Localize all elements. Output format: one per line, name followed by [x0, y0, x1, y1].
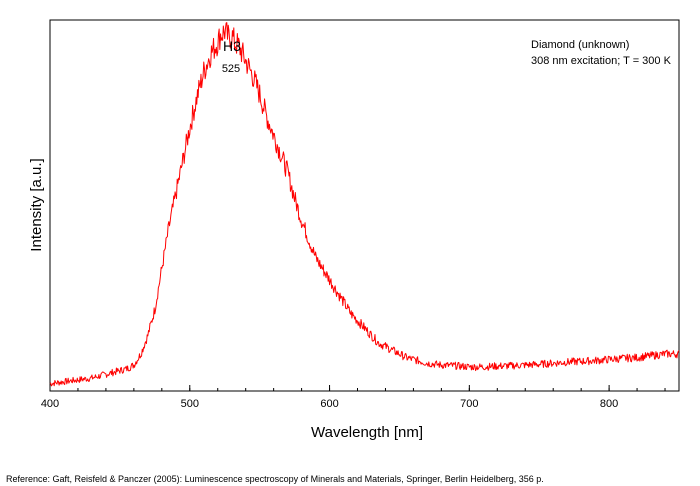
x-tick-label: 700: [460, 398, 478, 410]
x-axis-title: Wavelength [nm]: [311, 424, 423, 441]
series-layer: [49, 22, 680, 387]
spectrum-line: [49, 22, 680, 387]
plot-frame: [49, 19, 680, 392]
peak-label: H3: [223, 38, 241, 54]
x-tick-label: 800: [600, 398, 618, 410]
x-tick-label: 600: [320, 398, 338, 410]
x-tick-label: 500: [181, 398, 199, 410]
x-tick-label: 400: [41, 398, 59, 410]
y-axis-title: Intensity [a.u.]: [28, 158, 45, 251]
reference-note: Reference: Gaft, Reisfeld & Panczer (200…: [6, 474, 544, 484]
x-axis-ticks: 400 500 600 700 800: [41, 385, 666, 410]
sample-info-line2: 308 nm excitation; T = 300 K: [531, 55, 672, 67]
peak-wavelength-label: 525: [222, 63, 240, 75]
sample-info-line1: Diamond (unknown): [531, 39, 629, 51]
